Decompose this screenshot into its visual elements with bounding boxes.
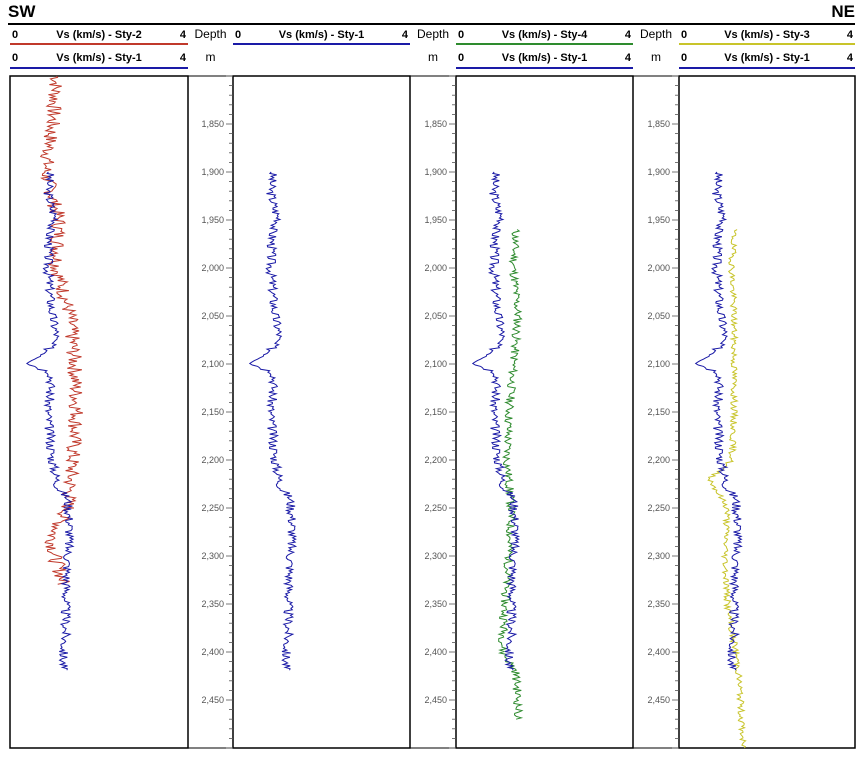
depth-tick-label: 2,200 — [201, 455, 224, 465]
ne-label: NE — [831, 2, 855, 21]
depth-tick-label: 2,350 — [201, 599, 224, 609]
sty1-curve — [471, 171, 521, 671]
depth-header-label: Depth — [194, 27, 226, 41]
depth-tick-label: 2,250 — [647, 503, 670, 513]
sty2-curve — [39, 75, 84, 585]
scale-min-label: 0 — [681, 29, 687, 41]
scale-max-label: 4 — [402, 29, 409, 41]
depth-tick-label: 2,150 — [201, 407, 224, 417]
depth-tick-label: 1,900 — [424, 167, 447, 177]
depth-header-label: Depth — [417, 27, 449, 41]
curve-name-label: Vs (km/s) - Sty-4 — [502, 29, 588, 41]
depth-tick-label: 2,150 — [647, 407, 670, 417]
curve-name-label: Vs (km/s) - Sty-3 — [724, 29, 810, 41]
sw-label: SW — [8, 2, 36, 21]
scale-min-label: 0 — [12, 52, 18, 64]
depth-tick-label: 1,850 — [201, 119, 224, 129]
depth-tick-label: 2,300 — [424, 551, 447, 561]
scale-max-label: 4 — [180, 52, 187, 64]
sty3-curve — [707, 229, 747, 749]
depth-tick-label: 2,450 — [201, 695, 224, 705]
sty1-curve — [694, 171, 743, 671]
scale-min-label: 0 — [458, 52, 464, 64]
curve-name-label: Vs (km/s) - Sty-1 — [56, 52, 142, 64]
depth-tick-label: 2,350 — [647, 599, 670, 609]
depth-tick-label: 1,900 — [647, 167, 670, 177]
depth-tick-label: 2,300 — [647, 551, 670, 561]
curve-name-label: Vs (km/s) - Sty-1 — [279, 29, 365, 41]
depth-unit-label: m — [428, 50, 438, 64]
curve-name-label: Vs (km/s) - Sty-2 — [56, 29, 142, 41]
depth-tick-label: 1,900 — [201, 167, 224, 177]
depth-unit-label: m — [206, 50, 216, 64]
depth-tick-label: 2,450 — [424, 695, 447, 705]
log-track-frame — [455, 75, 634, 749]
scale-max-label: 4 — [847, 52, 854, 64]
scale-max-label: 4 — [625, 29, 632, 41]
depth-tick-label: 2,100 — [201, 359, 224, 369]
scale-min-label: 0 — [12, 29, 18, 41]
scale-max-label: 4 — [180, 29, 187, 41]
log-track-frame — [678, 75, 856, 749]
sty4-curve — [497, 229, 524, 720]
depth-tick-label: 1,950 — [201, 215, 224, 225]
depth-tick-label: 2,350 — [424, 599, 447, 609]
depth-tick-label: 2,200 — [647, 455, 670, 465]
scale-min-label: 0 — [681, 52, 687, 64]
depth-tick-label: 2,000 — [647, 263, 670, 273]
depth-tick-label: 2,400 — [647, 647, 670, 657]
log-track-frame — [232, 75, 411, 749]
depth-tick-label: 2,200 — [424, 455, 447, 465]
depth-tick-label: 2,400 — [424, 647, 447, 657]
depth-tick-label: 2,100 — [424, 359, 447, 369]
depth-tick-label: 2,400 — [201, 647, 224, 657]
depth-tick-label: 2,250 — [424, 503, 447, 513]
depth-tick-label: 2,050 — [647, 311, 670, 321]
depth-tick-label: 2,000 — [424, 263, 447, 273]
depth-tick-label: 2,250 — [201, 503, 224, 513]
depth-header-label: Depth — [640, 27, 672, 41]
depth-tick-label: 1,950 — [647, 215, 670, 225]
depth-tick-label: 2,450 — [647, 695, 670, 705]
depth-tick-label: 2,050 — [424, 311, 447, 321]
curve-name-label: Vs (km/s) - Sty-1 — [724, 52, 810, 64]
scale-min-label: 0 — [458, 29, 464, 41]
depth-unit-label: m — [651, 50, 661, 64]
depth-tick-label: 2,000 — [201, 263, 224, 273]
depth-tick-label: 1,850 — [647, 119, 670, 129]
log-track-frame — [9, 75, 189, 749]
depth-tick-label: 1,950 — [424, 215, 447, 225]
depth-tick-label: 2,050 — [201, 311, 224, 321]
depth-tick-label: 2,300 — [201, 551, 224, 561]
scale-min-label: 0 — [235, 29, 241, 41]
sty1-curve — [25, 171, 75, 671]
scale-max-label: 4 — [847, 29, 854, 41]
depth-tick-label: 2,150 — [424, 407, 447, 417]
sty1-curve — [248, 171, 298, 671]
curve-name-label: Vs (km/s) - Sty-1 — [502, 52, 588, 64]
scale-max-label: 4 — [625, 52, 632, 64]
depth-tick-label: 2,100 — [647, 359, 670, 369]
depth-tick-label: 1,850 — [424, 119, 447, 129]
